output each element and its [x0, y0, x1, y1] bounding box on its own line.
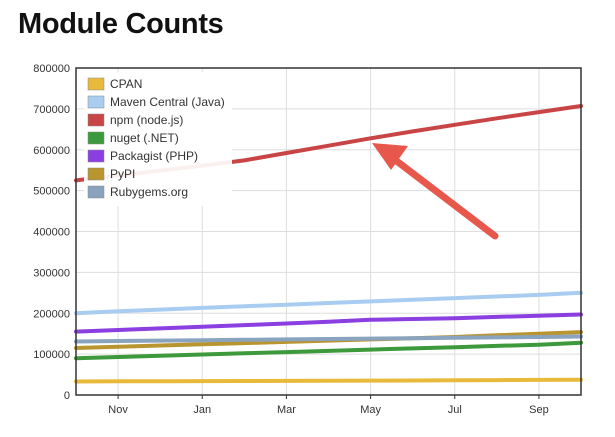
- legend-swatch: [87, 95, 105, 109]
- legend-background: [84, 72, 232, 206]
- series-line-4: [74, 312, 583, 334]
- x-tick-label: May: [360, 404, 381, 416]
- plot-frame: [75, 67, 582, 396]
- annotation-arrow: [372, 143, 499, 240]
- y-tick-label: 0: [64, 390, 70, 402]
- y-tick-label: 500000: [33, 186, 70, 198]
- x-axis: Nov Jan Mar May Jul Sep: [108, 395, 549, 416]
- legend-swatch: [87, 77, 105, 91]
- page-title: Module Counts: [18, 8, 224, 40]
- x-tick-label: Sep: [529, 404, 549, 416]
- x-tick-label: Jul: [448, 404, 462, 416]
- series-line-3: [74, 340, 583, 361]
- y-tick-label: 300000: [33, 267, 70, 279]
- legend-label: Packagist (PHP): [110, 149, 198, 163]
- arrow-shaft: [386, 152, 499, 240]
- arrow-head: [372, 143, 408, 170]
- y-tick-label: 700000: [33, 104, 70, 116]
- legend-swatch: [87, 149, 105, 163]
- legend-swatch: [87, 113, 105, 127]
- legend-swatch: [87, 167, 105, 181]
- legend-label: Maven Central (Java): [110, 95, 225, 109]
- legend-swatch: [87, 131, 105, 145]
- x-tick-label: Nov: [108, 404, 128, 416]
- legend-label: Rubygems.org: [110, 185, 188, 199]
- x-tick-label: Mar: [277, 404, 296, 416]
- chart-legend: CPAN Maven Central (Java) npm (node.js) nug…: [84, 72, 232, 206]
- series-line-1: [74, 290, 583, 316]
- y-tick-label: 200000: [33, 308, 70, 320]
- y-tick-label: 100000: [33, 349, 70, 361]
- legend-label: PyPI: [110, 167, 135, 181]
- legend-swatch: [87, 185, 105, 199]
- series-line-0: [74, 377, 583, 384]
- y-tick-label: 600000: [33, 145, 70, 157]
- y-tick-label: 400000: [33, 227, 70, 239]
- legend-label: npm (node.js): [110, 113, 183, 127]
- x-tick-label: Jan: [193, 404, 211, 416]
- y-axis: 0 100000 200000 300000 400000 500000 600000 700…: [33, 63, 70, 402]
- series-line-6: [74, 334, 583, 344]
- legend-label: CPAN: [110, 77, 142, 91]
- y-tick-label: 800000: [33, 63, 70, 75]
- legend-label: nuget (.NET): [110, 131, 179, 145]
